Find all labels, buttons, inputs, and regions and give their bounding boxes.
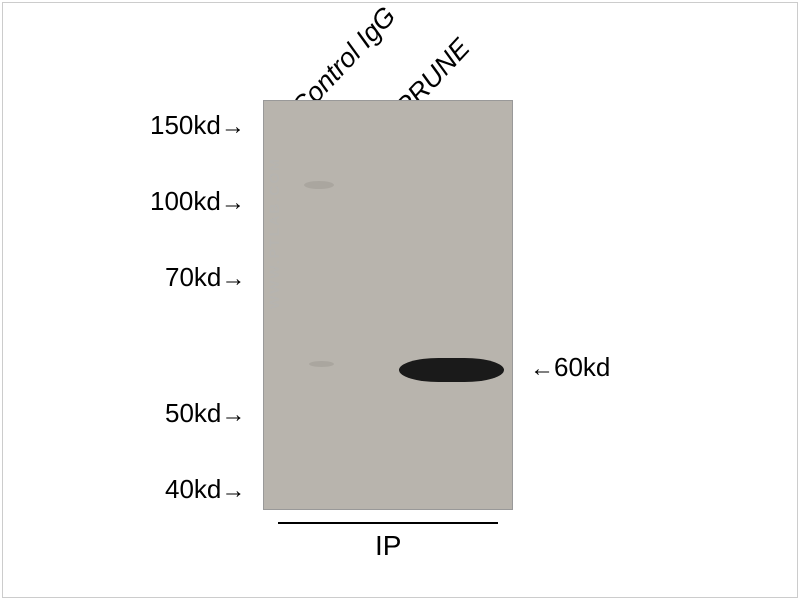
mw-value: 150kd [150, 110, 221, 140]
mw-marker-60-right: ←60kd [530, 352, 610, 383]
mw-value: 60kd [554, 352, 610, 382]
blot-noise [304, 181, 334, 189]
western-blot-image: WWW.PTLAB.COM [263, 100, 513, 510]
blot-noise [309, 361, 334, 367]
ip-text: IP [375, 530, 401, 561]
watermark-text: WWW.PTLAB.COM [266, 157, 282, 309]
mw-marker-70: 70kd→ [165, 262, 245, 293]
mw-value: 40kd [165, 474, 221, 504]
arrow-right-icon: → [221, 477, 245, 505]
arrow-right-icon: → [221, 189, 245, 217]
ip-label: IP [375, 530, 401, 562]
mw-marker-150: 150kd→ [150, 110, 245, 141]
arrow-right-icon: → [221, 113, 245, 141]
mw-value: 50kd [165, 398, 221, 428]
mw-marker-100: 100kd→ [150, 186, 245, 217]
arrow-right-icon: → [221, 401, 245, 429]
protein-band-prune-60kd [399, 358, 504, 382]
arrow-left-icon: ← [530, 355, 554, 383]
mw-value: 70kd [165, 262, 221, 292]
mw-value: 100kd [150, 186, 221, 216]
arrow-right-icon: → [221, 265, 245, 293]
mw-marker-50: 50kd→ [165, 398, 245, 429]
mw-marker-40: 40kd→ [165, 474, 245, 505]
figure-container: Control IgG PRUNE WWW.PTLAB.COM 150kd→ 1… [0, 0, 800, 600]
ip-bracket-line [278, 522, 498, 524]
